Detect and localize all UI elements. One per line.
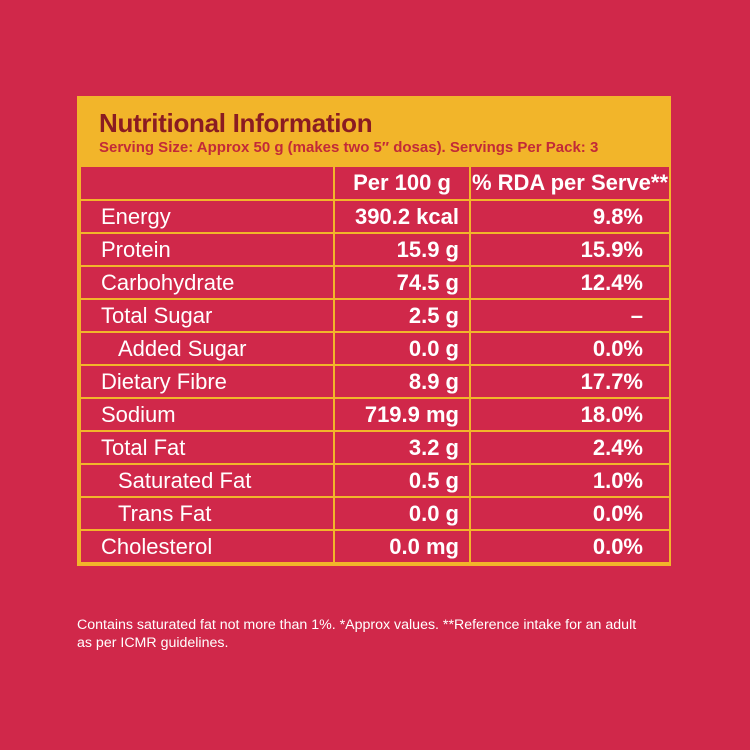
nutrient-name: Carbohydrate: [79, 265, 335, 300]
per-100g-value: 719.9 mg: [333, 397, 471, 432]
per-100g-value: 0.0 mg: [333, 529, 471, 564]
serving-size-text: Serving Size: Approx 50 g (makes two 5″ …: [99, 139, 599, 156]
nutrient-name: Total Fat: [79, 430, 335, 465]
nutrient-name: Dietary Fibre: [79, 364, 335, 399]
table-row: Energy 390.2 kcal 9.8%: [79, 199, 671, 234]
rda-value: –: [469, 298, 671, 333]
per-100g-value: 0.5 g: [333, 463, 471, 498]
nutrient-name: Added Sugar: [79, 331, 335, 366]
table-row: Protein 15.9 g 15.9%: [79, 232, 671, 267]
per-100g-value: 3.2 g: [333, 430, 471, 465]
nutrient-name: Cholesterol: [79, 529, 335, 564]
rda-value: 1.0%: [469, 463, 671, 498]
table-header-row: Per 100 g % RDA per Serve**: [79, 165, 671, 201]
nutrient-name: Saturated Fat: [79, 463, 335, 498]
column-header-per-100g: Per 100 g: [333, 165, 471, 201]
nutrient-name: Total Sugar: [79, 298, 335, 333]
table-row: Carbohydrate 74.5 g 12.4%: [79, 265, 671, 300]
nutrition-header: Nutritional Information Serving Size: Ap…: [79, 98, 669, 165]
rda-value: 0.0%: [469, 331, 671, 366]
per-100g-value: 8.9 g: [333, 364, 471, 399]
table-row: Dietary Fibre 8.9 g 17.7%: [79, 364, 671, 399]
nutrition-table: Per 100 g % RDA per Serve** Energy 390.2…: [79, 165, 671, 564]
nutrient-name: Protein: [79, 232, 335, 267]
column-header-rda: % RDA per Serve**: [469, 165, 671, 201]
rda-value: 0.0%: [469, 529, 671, 564]
rda-value: 9.8%: [469, 199, 671, 234]
table-row: Sodium 719.9 mg 18.0%: [79, 397, 671, 432]
rda-value: 2.4%: [469, 430, 671, 465]
table-row: Trans Fat 0.0 g 0.0%: [79, 496, 671, 531]
table-row: Added Sugar 0.0 g 0.0%: [79, 331, 671, 366]
table-row: Total Sugar 2.5 g –: [79, 298, 671, 333]
table-row: Total Fat 3.2 g 2.4%: [79, 430, 671, 465]
rda-value: 18.0%: [469, 397, 671, 432]
rda-value: 0.0%: [469, 496, 671, 531]
footnote: Contains saturated fat not more than 1%.…: [77, 616, 677, 652]
per-100g-value: 15.9 g: [333, 232, 471, 267]
per-100g-value: 0.0 g: [333, 331, 471, 366]
nutrient-name: Trans Fat: [79, 496, 335, 531]
per-100g-value: 2.5 g: [333, 298, 471, 333]
footnote-line: Contains saturated fat not more than 1%.…: [77, 617, 637, 633]
table-row: Saturated Fat 0.5 g 1.0%: [79, 463, 671, 498]
nutrient-name: Energy: [79, 199, 335, 234]
footnote-line: as per ICMR guidelines.: [77, 635, 229, 651]
rda-value: 17.7%: [469, 364, 671, 399]
table-row: Cholesterol 0.0 mg 0.0%: [79, 529, 671, 564]
per-100g-value: 0.0 g: [333, 496, 471, 531]
rda-value: 15.9%: [469, 232, 671, 267]
nutrition-panel: Nutritional Information Serving Size: Ap…: [77, 96, 671, 566]
nutrient-name: Sodium: [79, 397, 335, 432]
rda-value: 12.4%: [469, 265, 671, 300]
column-header-nutrient: [79, 165, 335, 201]
nutrition-title: Nutritional Information: [99, 108, 373, 138]
per-100g-value: 74.5 g: [333, 265, 471, 300]
per-100g-value: 390.2 kcal: [333, 199, 471, 234]
